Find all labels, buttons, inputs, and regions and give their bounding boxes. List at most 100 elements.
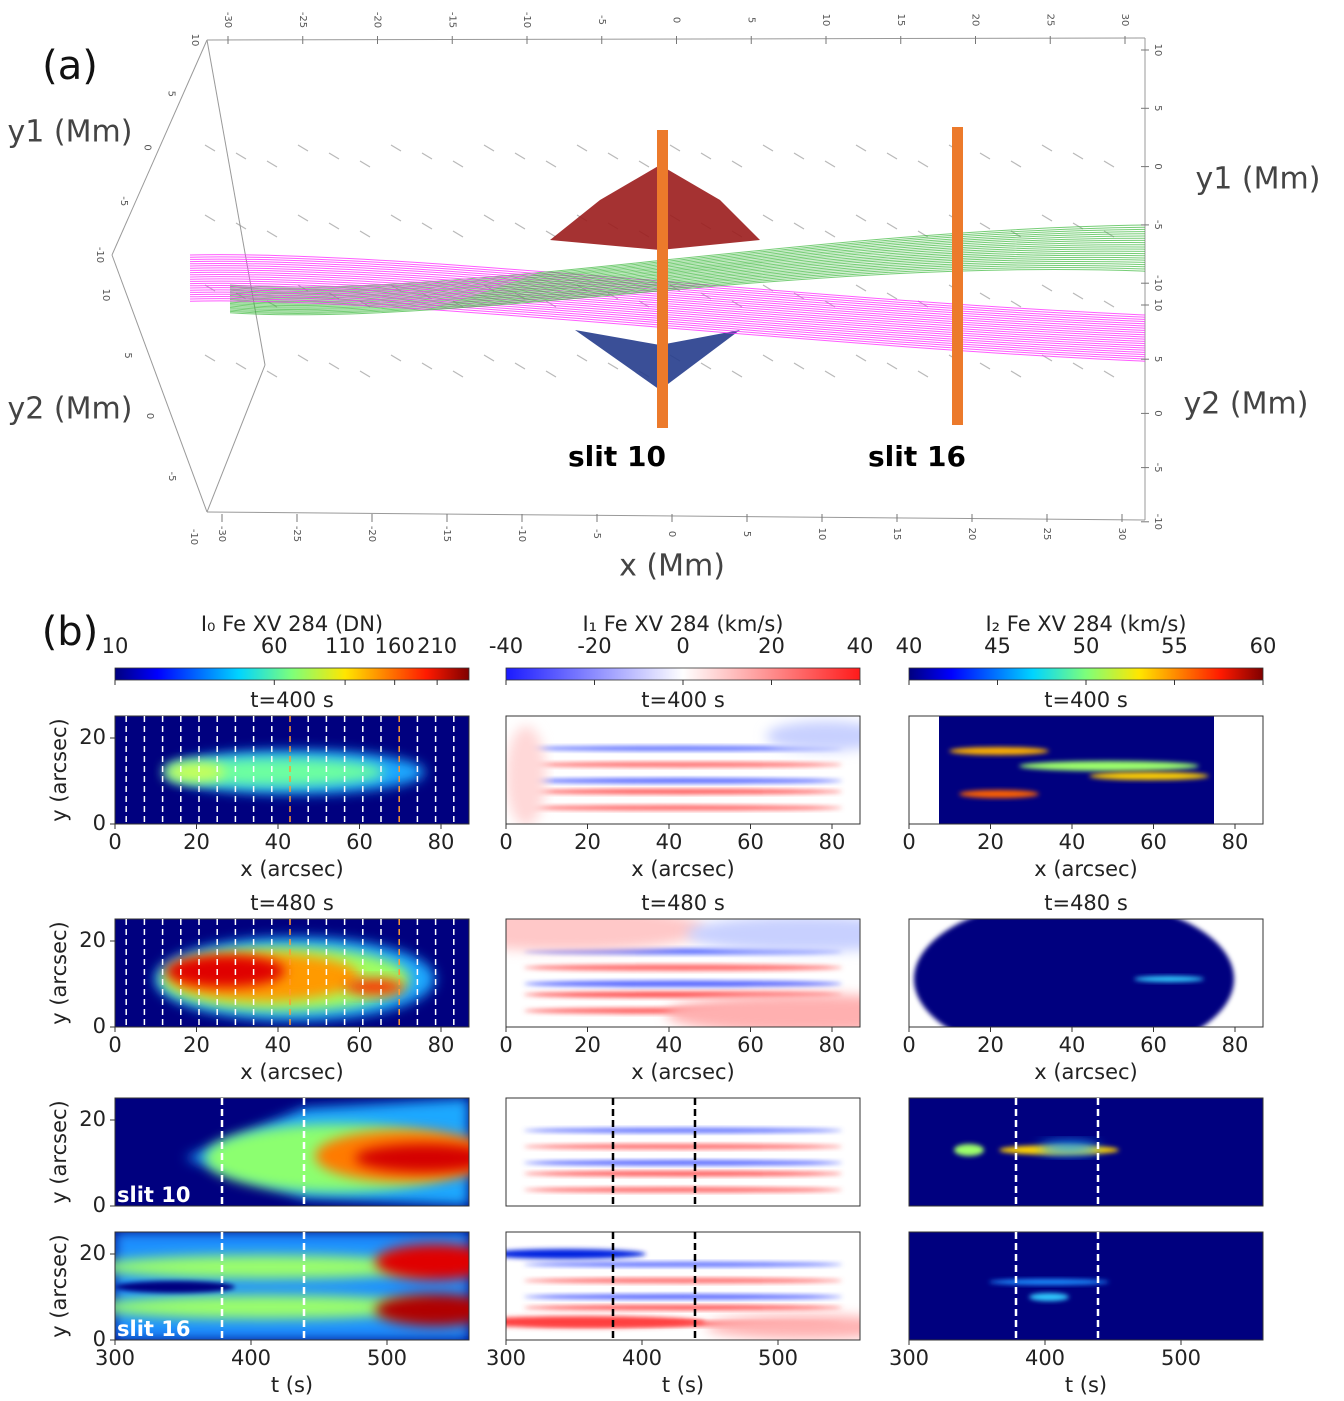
x-tick-label: 400 xyxy=(1025,1346,1065,1370)
y-tick-label: 5 xyxy=(1152,105,1163,111)
x-tick-label: 0 xyxy=(902,1033,915,1057)
heat-blob xyxy=(506,726,546,824)
vector xyxy=(204,354,216,362)
colorbar-tick-label: 160 xyxy=(375,634,415,658)
plot-frame xyxy=(908,1097,1264,1207)
vector xyxy=(824,370,836,378)
vector xyxy=(917,160,929,168)
heat-blob xyxy=(523,964,843,971)
vector xyxy=(576,354,588,362)
vector xyxy=(390,214,402,222)
x-label: t (s) xyxy=(662,1373,704,1397)
y-tick-label: 0 xyxy=(144,413,155,419)
x-tick-label: -5 xyxy=(596,15,607,25)
y-tick-label: 0 xyxy=(93,1327,106,1351)
y-tick-label: -5 xyxy=(118,196,129,206)
heat-blob xyxy=(523,1187,843,1193)
heat-blob xyxy=(686,919,860,952)
vector xyxy=(824,160,836,168)
heat-blob xyxy=(1089,772,1209,780)
vector xyxy=(452,370,464,378)
vector xyxy=(979,222,991,230)
heat-blob xyxy=(523,745,843,751)
vector xyxy=(235,362,247,370)
plot-title: t=480 s xyxy=(641,891,725,915)
x-tick-label: 400 xyxy=(622,1346,662,1370)
slit-label: slit 16 xyxy=(868,440,966,473)
vector xyxy=(483,144,495,152)
x-tick-label: 20 xyxy=(574,1033,601,1057)
field-line xyxy=(229,228,1146,291)
field-line xyxy=(189,276,1146,338)
heat-blob xyxy=(506,1316,706,1328)
x-tick-label: 60 xyxy=(1140,1033,1167,1057)
heat-blob xyxy=(165,758,385,786)
vector xyxy=(886,222,898,230)
plot-frame xyxy=(505,918,861,1028)
field-line xyxy=(189,291,1146,353)
heat-blob xyxy=(959,790,1039,798)
vector xyxy=(731,160,743,168)
panel-b: I₀ Fe XV 284 (DN) 10 60 110 160 210 I₁ Fe XV 2… xyxy=(47,612,1276,1397)
slit xyxy=(952,127,963,425)
vector xyxy=(886,152,898,160)
vector xyxy=(731,370,743,378)
x-tick-label: -10 xyxy=(516,526,527,542)
field-line xyxy=(189,284,1146,347)
vector xyxy=(1072,362,1084,370)
vector xyxy=(204,214,216,222)
x-label: t (s) xyxy=(1065,1373,1107,1397)
y-tick-label: -10 xyxy=(94,247,105,263)
x-tick-label: -20 xyxy=(366,526,377,542)
x-tick-label: 60 xyxy=(346,830,373,854)
y-tick-label: 20 xyxy=(79,1241,106,1265)
vector xyxy=(700,152,712,160)
plot-title: t=400 s xyxy=(1044,688,1128,712)
y-tick-label: -10 xyxy=(188,529,199,545)
heat-blob xyxy=(1029,1293,1069,1301)
y-tick-label: 0 xyxy=(1152,410,1163,416)
vector xyxy=(762,354,774,362)
vector xyxy=(359,230,371,238)
heat-blob xyxy=(766,721,860,751)
colorbar-tick-label: 60 xyxy=(1250,634,1277,658)
heat-blob xyxy=(115,1295,435,1319)
x-tick-label: -5 xyxy=(591,529,602,539)
x-tick-label: 20 xyxy=(970,14,981,27)
heatmap xyxy=(909,716,1263,824)
x-label: x (arcsec) xyxy=(1034,1060,1137,1084)
x-tick-label: 40 xyxy=(656,830,683,854)
field-line xyxy=(229,260,1146,311)
colorbar-tick-label: 40 xyxy=(847,634,874,658)
x-tick-label: -30 xyxy=(216,526,227,542)
field-line xyxy=(189,289,1146,351)
x-label: x (arcsec) xyxy=(240,857,343,881)
colorbar-tick-label: 10 xyxy=(102,634,129,658)
x-tick-label: 30 xyxy=(1119,14,1130,27)
vector xyxy=(979,292,991,300)
x-tick-label: 60 xyxy=(1140,830,1167,854)
vector xyxy=(886,292,898,300)
heat-blob xyxy=(523,980,843,987)
vector xyxy=(1010,300,1022,308)
heatmap xyxy=(506,716,860,824)
heatmap xyxy=(506,919,860,1027)
plot-title: t=480 s xyxy=(1044,891,1128,915)
y-tick-label: 0 xyxy=(93,811,106,835)
vector xyxy=(266,160,278,168)
field-line xyxy=(229,268,1146,316)
x-tick-label: 10 xyxy=(820,14,831,27)
vector xyxy=(359,160,371,168)
vector xyxy=(514,222,526,230)
panel-label: (a) xyxy=(42,43,98,89)
vector xyxy=(545,230,557,238)
vector xyxy=(762,144,774,152)
heat-blob xyxy=(989,1279,1109,1285)
field-line xyxy=(229,239,1146,297)
vector xyxy=(1072,292,1084,300)
x-tick-label: 60 xyxy=(737,830,764,854)
vector xyxy=(421,152,433,160)
heat-blob xyxy=(523,1144,843,1150)
vector xyxy=(576,144,588,152)
vector xyxy=(731,300,743,308)
